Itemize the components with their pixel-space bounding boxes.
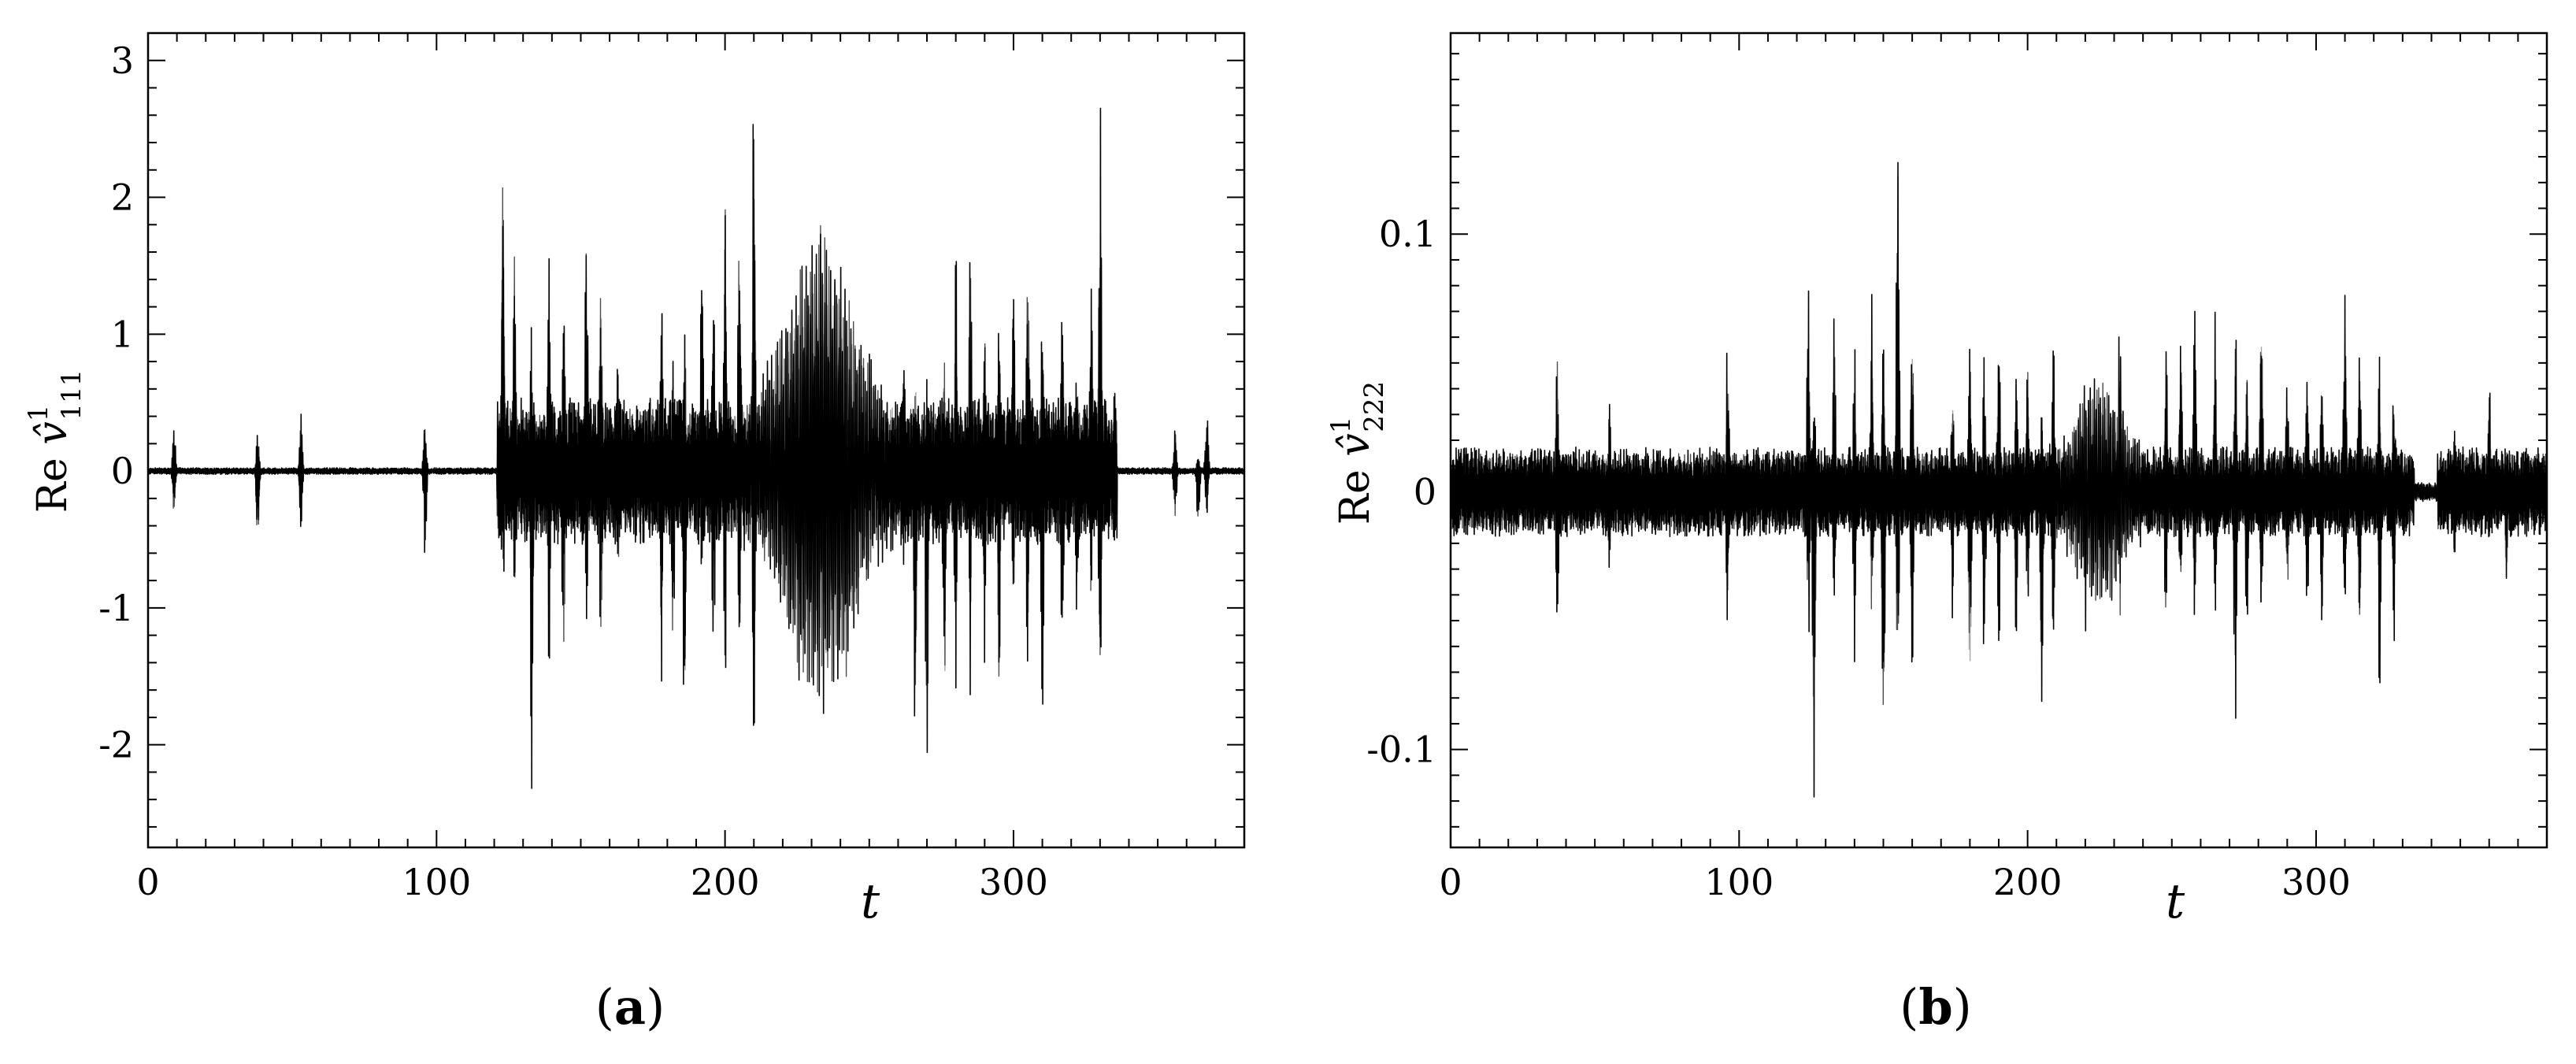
panel-a-series-line-2 — [148, 139, 1244, 693]
panel-a-series-group — [148, 107, 1244, 789]
panel-b-x-tick-label: 100 — [1704, 861, 1774, 903]
panel-a-y-tick-label: 1 — [111, 313, 134, 355]
panel-b-chart: 0 100 200 300 -0.1 0 0.1 t Re v̂1222 (b) — [1325, 32, 2548, 1036]
panel-a-x-tick-label: 0 — [136, 861, 159, 903]
panel-a-y-axis-label: Re v̂1111 — [23, 369, 87, 513]
panel-a-y-tick-label: 2 — [111, 176, 134, 219]
panel-a-x-tick-label: 300 — [979, 861, 1048, 903]
panel-b-mean-trace — [2058, 481, 2141, 502]
panel-b-series-group — [1451, 161, 2547, 798]
panel-b-x-tick-label: 300 — [2281, 861, 2351, 903]
panel-a-ticks: 0 100 200 300 -2 -1 0 1 2 3 — [98, 32, 1245, 903]
panel-a-caption: (a) — [595, 978, 665, 1036]
panel-b-series-line-3 — [1451, 161, 2547, 798]
panel-a-y-tick-label: -2 — [98, 724, 134, 766]
panel-a-x-axis-label: t — [861, 874, 880, 929]
panel-a-x-tick-label: 200 — [691, 861, 760, 903]
panel-b-y-tick-label: -0.1 — [1366, 728, 1436, 771]
panel-b-x-tick-label: 0 — [1439, 861, 1462, 903]
panel-b-y-tick-label: 0.1 — [1379, 213, 1436, 255]
panel-b-y-axis-label: Re v̂1222 — [1325, 381, 1390, 525]
panel-b-x-tick-label: 200 — [1993, 861, 2063, 903]
panel-a-x-tick-label: 100 — [402, 861, 471, 903]
panel-a-series-line-3 — [148, 107, 1244, 789]
panel-a-y-tick-label: 0 — [111, 450, 134, 492]
panel-b-y-tick-label: 0 — [1414, 470, 1436, 513]
panel-a-mean-trace — [758, 444, 883, 498]
panel-b-ticks: 0 100 200 300 -0.1 0 0.1 — [1366, 33, 2548, 903]
panel-b-caption: (b) — [1900, 978, 1972, 1036]
panel-a-chart: 0 100 200 300 -2 -1 0 1 2 3 t Re v̂1111 (a) — [23, 32, 1246, 1036]
panel-a-y-tick-label: 3 — [111, 39, 134, 82]
panel-a-y-tick-label: -1 — [98, 587, 134, 629]
panel-b-x-axis-label: t — [2166, 874, 2185, 929]
